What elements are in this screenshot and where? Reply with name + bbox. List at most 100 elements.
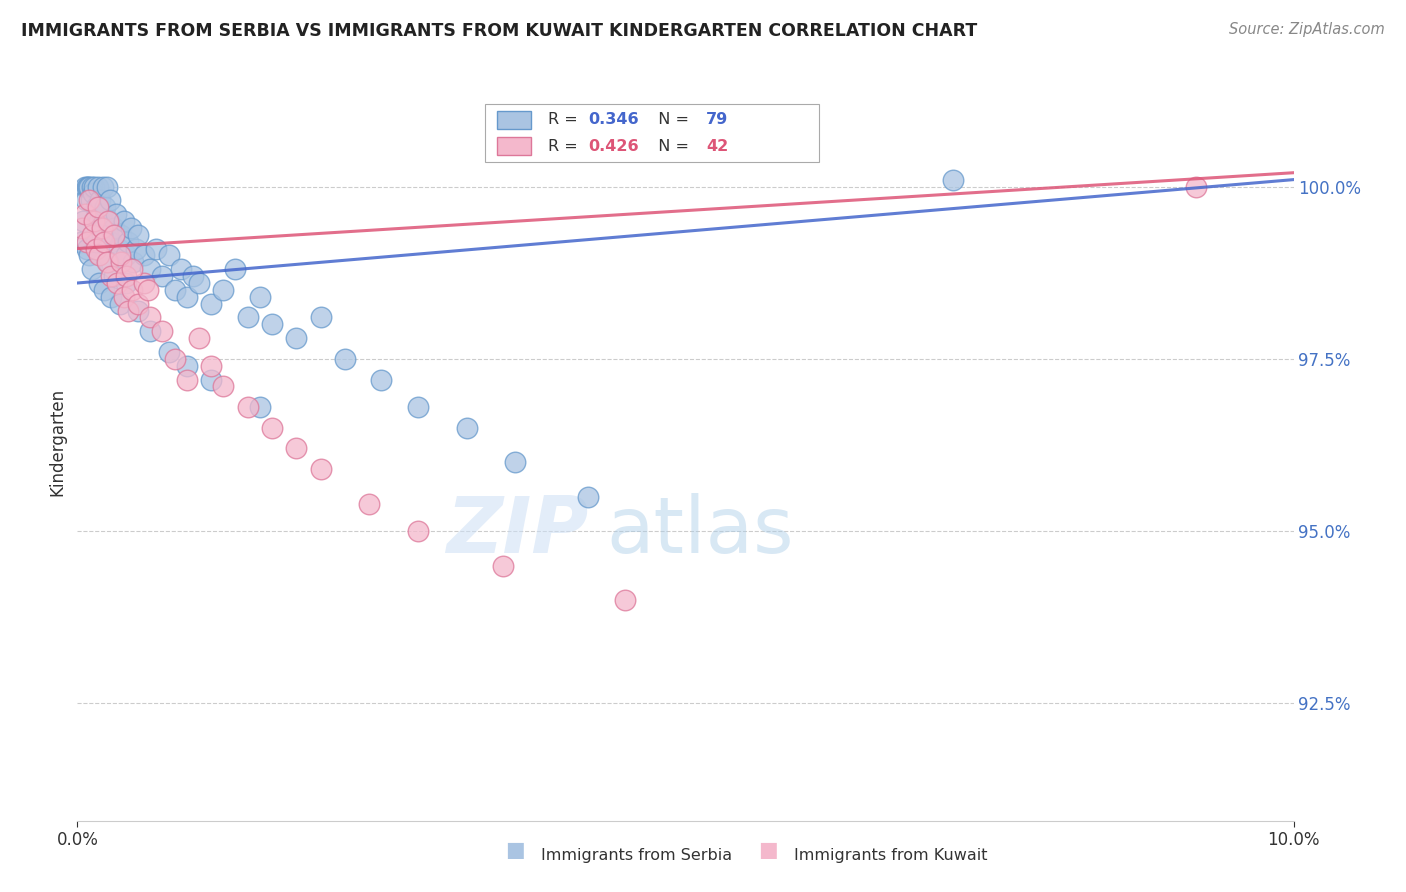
- Point: [139, 310, 162, 325]
- Point: [236, 310, 259, 325]
- Text: ■: ■: [505, 840, 524, 860]
- Text: R =: R =: [548, 138, 583, 153]
- Point: [103, 220, 125, 235]
- Point: [163, 351, 186, 366]
- Point: [79, 194, 101, 208]
- Point: [96, 255, 118, 269]
- Point: [406, 524, 429, 538]
- Point: [80, 262, 103, 277]
- Text: ■: ■: [758, 840, 778, 860]
- Point: [97, 214, 120, 228]
- Point: [333, 351, 356, 366]
- Point: [79, 248, 101, 262]
- Point: [75, 194, 97, 208]
- Point: [212, 283, 235, 297]
- Point: [127, 296, 149, 310]
- Point: [82, 186, 104, 201]
- Point: [72, 214, 94, 228]
- Point: [112, 290, 135, 304]
- Text: 0.426: 0.426: [588, 138, 638, 153]
- Point: [80, 179, 103, 194]
- Text: 0.346: 0.346: [588, 112, 638, 128]
- Point: [110, 227, 132, 242]
- Point: [285, 442, 308, 456]
- Point: [309, 310, 332, 325]
- Point: [87, 179, 110, 194]
- Point: [96, 179, 118, 194]
- Text: N =: N =: [648, 112, 693, 128]
- Point: [83, 214, 105, 228]
- Point: [108, 296, 131, 310]
- Point: [89, 248, 111, 262]
- Text: Immigrants from Kuwait: Immigrants from Kuwait: [794, 848, 988, 863]
- Point: [249, 400, 271, 414]
- Point: [359, 497, 381, 511]
- Point: [122, 255, 145, 269]
- Point: [152, 269, 174, 284]
- Point: [406, 400, 429, 414]
- Point: [76, 179, 98, 194]
- Point: [107, 276, 129, 290]
- Point: [249, 290, 271, 304]
- FancyBboxPatch shape: [485, 103, 820, 162]
- Point: [134, 248, 156, 262]
- Point: [110, 255, 132, 269]
- Point: [136, 283, 159, 297]
- Point: [80, 194, 103, 208]
- Point: [94, 200, 117, 214]
- Point: [121, 262, 143, 277]
- Point: [100, 269, 122, 284]
- Point: [97, 227, 120, 242]
- Point: [93, 235, 115, 249]
- Point: [90, 220, 112, 235]
- Point: [107, 242, 129, 256]
- Point: [112, 214, 135, 228]
- Text: IMMIGRANTS FROM SERBIA VS IMMIGRANTS FROM KUWAIT KINDERGARTEN CORRELATION CHART: IMMIGRANTS FROM SERBIA VS IMMIGRANTS FRO…: [21, 22, 977, 40]
- Point: [79, 179, 101, 194]
- Point: [73, 207, 96, 221]
- Point: [492, 558, 515, 573]
- Point: [176, 372, 198, 386]
- Point: [1185, 179, 1208, 194]
- Point: [90, 207, 112, 221]
- Text: N =: N =: [648, 138, 693, 153]
- Point: [90, 227, 112, 242]
- Point: [309, 462, 332, 476]
- Text: Source: ZipAtlas.com: Source: ZipAtlas.com: [1229, 22, 1385, 37]
- Point: [86, 207, 108, 221]
- Point: [89, 194, 111, 208]
- Text: Immigrants from Serbia: Immigrants from Serbia: [541, 848, 733, 863]
- Point: [73, 179, 96, 194]
- Point: [115, 269, 138, 284]
- Point: [70, 220, 93, 235]
- Point: [70, 235, 93, 249]
- Point: [100, 290, 122, 304]
- Point: [108, 248, 131, 262]
- Text: 79: 79: [706, 112, 728, 128]
- Point: [285, 331, 308, 345]
- Point: [97, 255, 120, 269]
- Point: [115, 276, 138, 290]
- Point: [188, 331, 211, 345]
- Point: [89, 214, 111, 228]
- Point: [576, 490, 599, 504]
- Point: [200, 296, 222, 310]
- Point: [84, 200, 107, 214]
- Text: 42: 42: [706, 138, 728, 153]
- Point: [77, 179, 100, 194]
- Point: [181, 269, 204, 284]
- Bar: [496, 111, 531, 129]
- Point: [93, 283, 115, 297]
- Point: [370, 372, 392, 386]
- Point: [87, 200, 110, 214]
- Point: [100, 235, 122, 249]
- Point: [163, 283, 186, 297]
- Point: [84, 235, 107, 249]
- Point: [613, 593, 636, 607]
- Point: [200, 372, 222, 386]
- Point: [157, 248, 180, 262]
- Point: [98, 194, 121, 208]
- Point: [260, 318, 283, 332]
- Point: [89, 276, 111, 290]
- Point: [103, 227, 125, 242]
